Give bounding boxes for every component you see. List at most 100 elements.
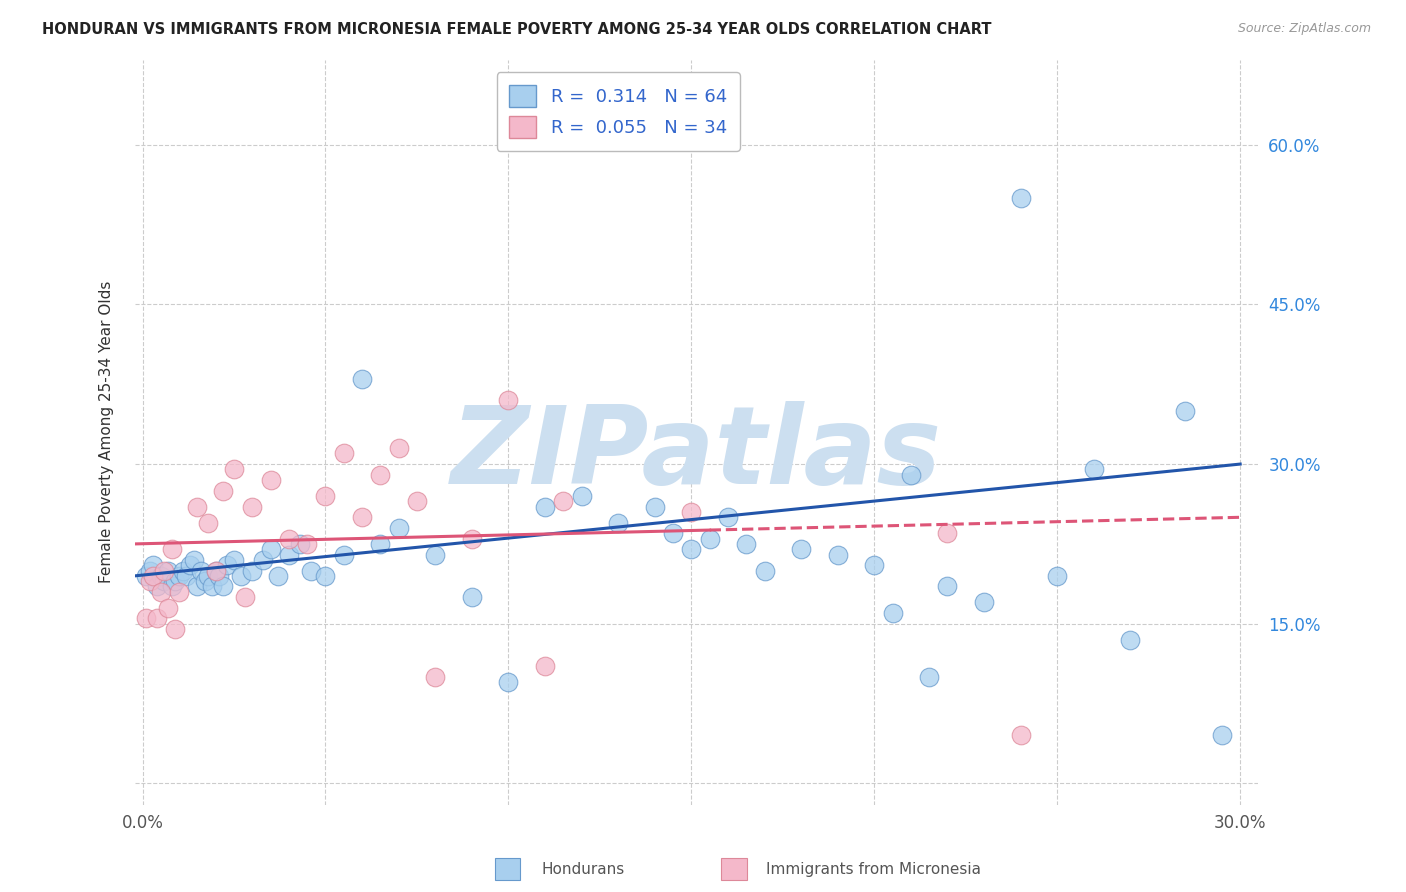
Point <box>277 532 299 546</box>
Point <box>332 548 354 562</box>
Point <box>498 675 520 690</box>
Point <box>146 579 169 593</box>
Point <box>662 526 685 541</box>
Point <box>142 569 165 583</box>
Point <box>534 500 557 514</box>
Point <box>197 516 219 530</box>
Text: Source: ZipAtlas.com: Source: ZipAtlas.com <box>1237 22 1371 36</box>
Point <box>406 494 429 508</box>
Point <box>370 467 392 482</box>
Point <box>186 579 208 593</box>
Point <box>936 579 959 593</box>
Point <box>176 569 198 583</box>
Point <box>461 590 484 604</box>
Point <box>553 494 575 508</box>
Point <box>936 526 959 541</box>
Point <box>222 553 245 567</box>
Point <box>973 595 995 609</box>
Point <box>139 564 162 578</box>
Point <box>1174 404 1197 418</box>
Point <box>1010 729 1032 743</box>
Point <box>288 537 311 551</box>
Point <box>208 569 231 583</box>
Point <box>388 521 411 535</box>
Point <box>215 558 238 573</box>
Point <box>295 537 318 551</box>
Point <box>699 532 721 546</box>
Point <box>1046 569 1069 583</box>
Point <box>900 467 922 482</box>
Point <box>754 564 776 578</box>
Text: HONDURAN VS IMMIGRANTS FROM MICRONESIA FEMALE POVERTY AMONG 25-34 YEAR OLDS CORR: HONDURAN VS IMMIGRANTS FROM MICRONESIA F… <box>42 22 991 37</box>
Point <box>863 558 886 573</box>
Point <box>1010 191 1032 205</box>
Point <box>240 500 263 514</box>
Point <box>240 564 263 578</box>
Point <box>142 558 165 573</box>
Point <box>332 446 354 460</box>
Point <box>1211 729 1233 743</box>
Point <box>498 393 520 408</box>
Point <box>388 441 411 455</box>
Point <box>222 462 245 476</box>
Point <box>160 579 183 593</box>
Point <box>149 584 172 599</box>
Point <box>149 569 172 583</box>
Point <box>167 584 190 599</box>
Point <box>735 537 758 551</box>
Point <box>259 542 281 557</box>
Y-axis label: Female Poverty Among 25-34 Year Olds: Female Poverty Among 25-34 Year Olds <box>100 281 114 583</box>
Point <box>183 553 205 567</box>
Point <box>352 372 374 386</box>
Point <box>277 548 299 562</box>
Point <box>153 574 176 589</box>
Point <box>146 611 169 625</box>
Point <box>534 659 557 673</box>
Point <box>201 579 224 593</box>
Point <box>167 569 190 583</box>
Point <box>165 574 187 589</box>
Point <box>212 483 235 498</box>
Point <box>186 500 208 514</box>
Text: ZIPatlas: ZIPatlas <box>451 401 942 508</box>
Point <box>1119 632 1142 647</box>
Point <box>135 611 157 625</box>
Point <box>197 569 219 583</box>
Point <box>153 564 176 578</box>
Point <box>212 579 235 593</box>
Point <box>607 516 630 530</box>
Point <box>204 564 226 578</box>
Point <box>190 564 212 578</box>
Point <box>790 542 813 557</box>
Point <box>1083 462 1105 476</box>
Point <box>717 510 740 524</box>
Point <box>571 489 593 503</box>
Point <box>165 622 187 636</box>
Point <box>918 670 941 684</box>
Point <box>231 569 253 583</box>
Point <box>681 505 703 519</box>
Point <box>259 473 281 487</box>
Point <box>139 574 162 589</box>
Point <box>233 590 256 604</box>
Point <box>827 548 849 562</box>
Point <box>135 569 157 583</box>
Point <box>882 606 904 620</box>
Point <box>299 564 322 578</box>
Legend: R =  0.314   N = 64, R =  0.055   N = 34: R = 0.314 N = 64, R = 0.055 N = 34 <box>496 72 740 151</box>
Point <box>352 510 374 524</box>
Point <box>644 500 666 514</box>
Point <box>179 558 201 573</box>
Point <box>160 542 183 557</box>
Point <box>681 542 703 557</box>
Text: Hondurans: Hondurans <box>541 863 624 877</box>
Point <box>267 569 290 583</box>
Point <box>461 532 484 546</box>
Point <box>314 569 336 583</box>
Point <box>157 600 180 615</box>
Point <box>425 670 447 684</box>
Point <box>370 537 392 551</box>
Point <box>157 564 180 578</box>
Point <box>314 489 336 503</box>
Point <box>204 564 226 578</box>
